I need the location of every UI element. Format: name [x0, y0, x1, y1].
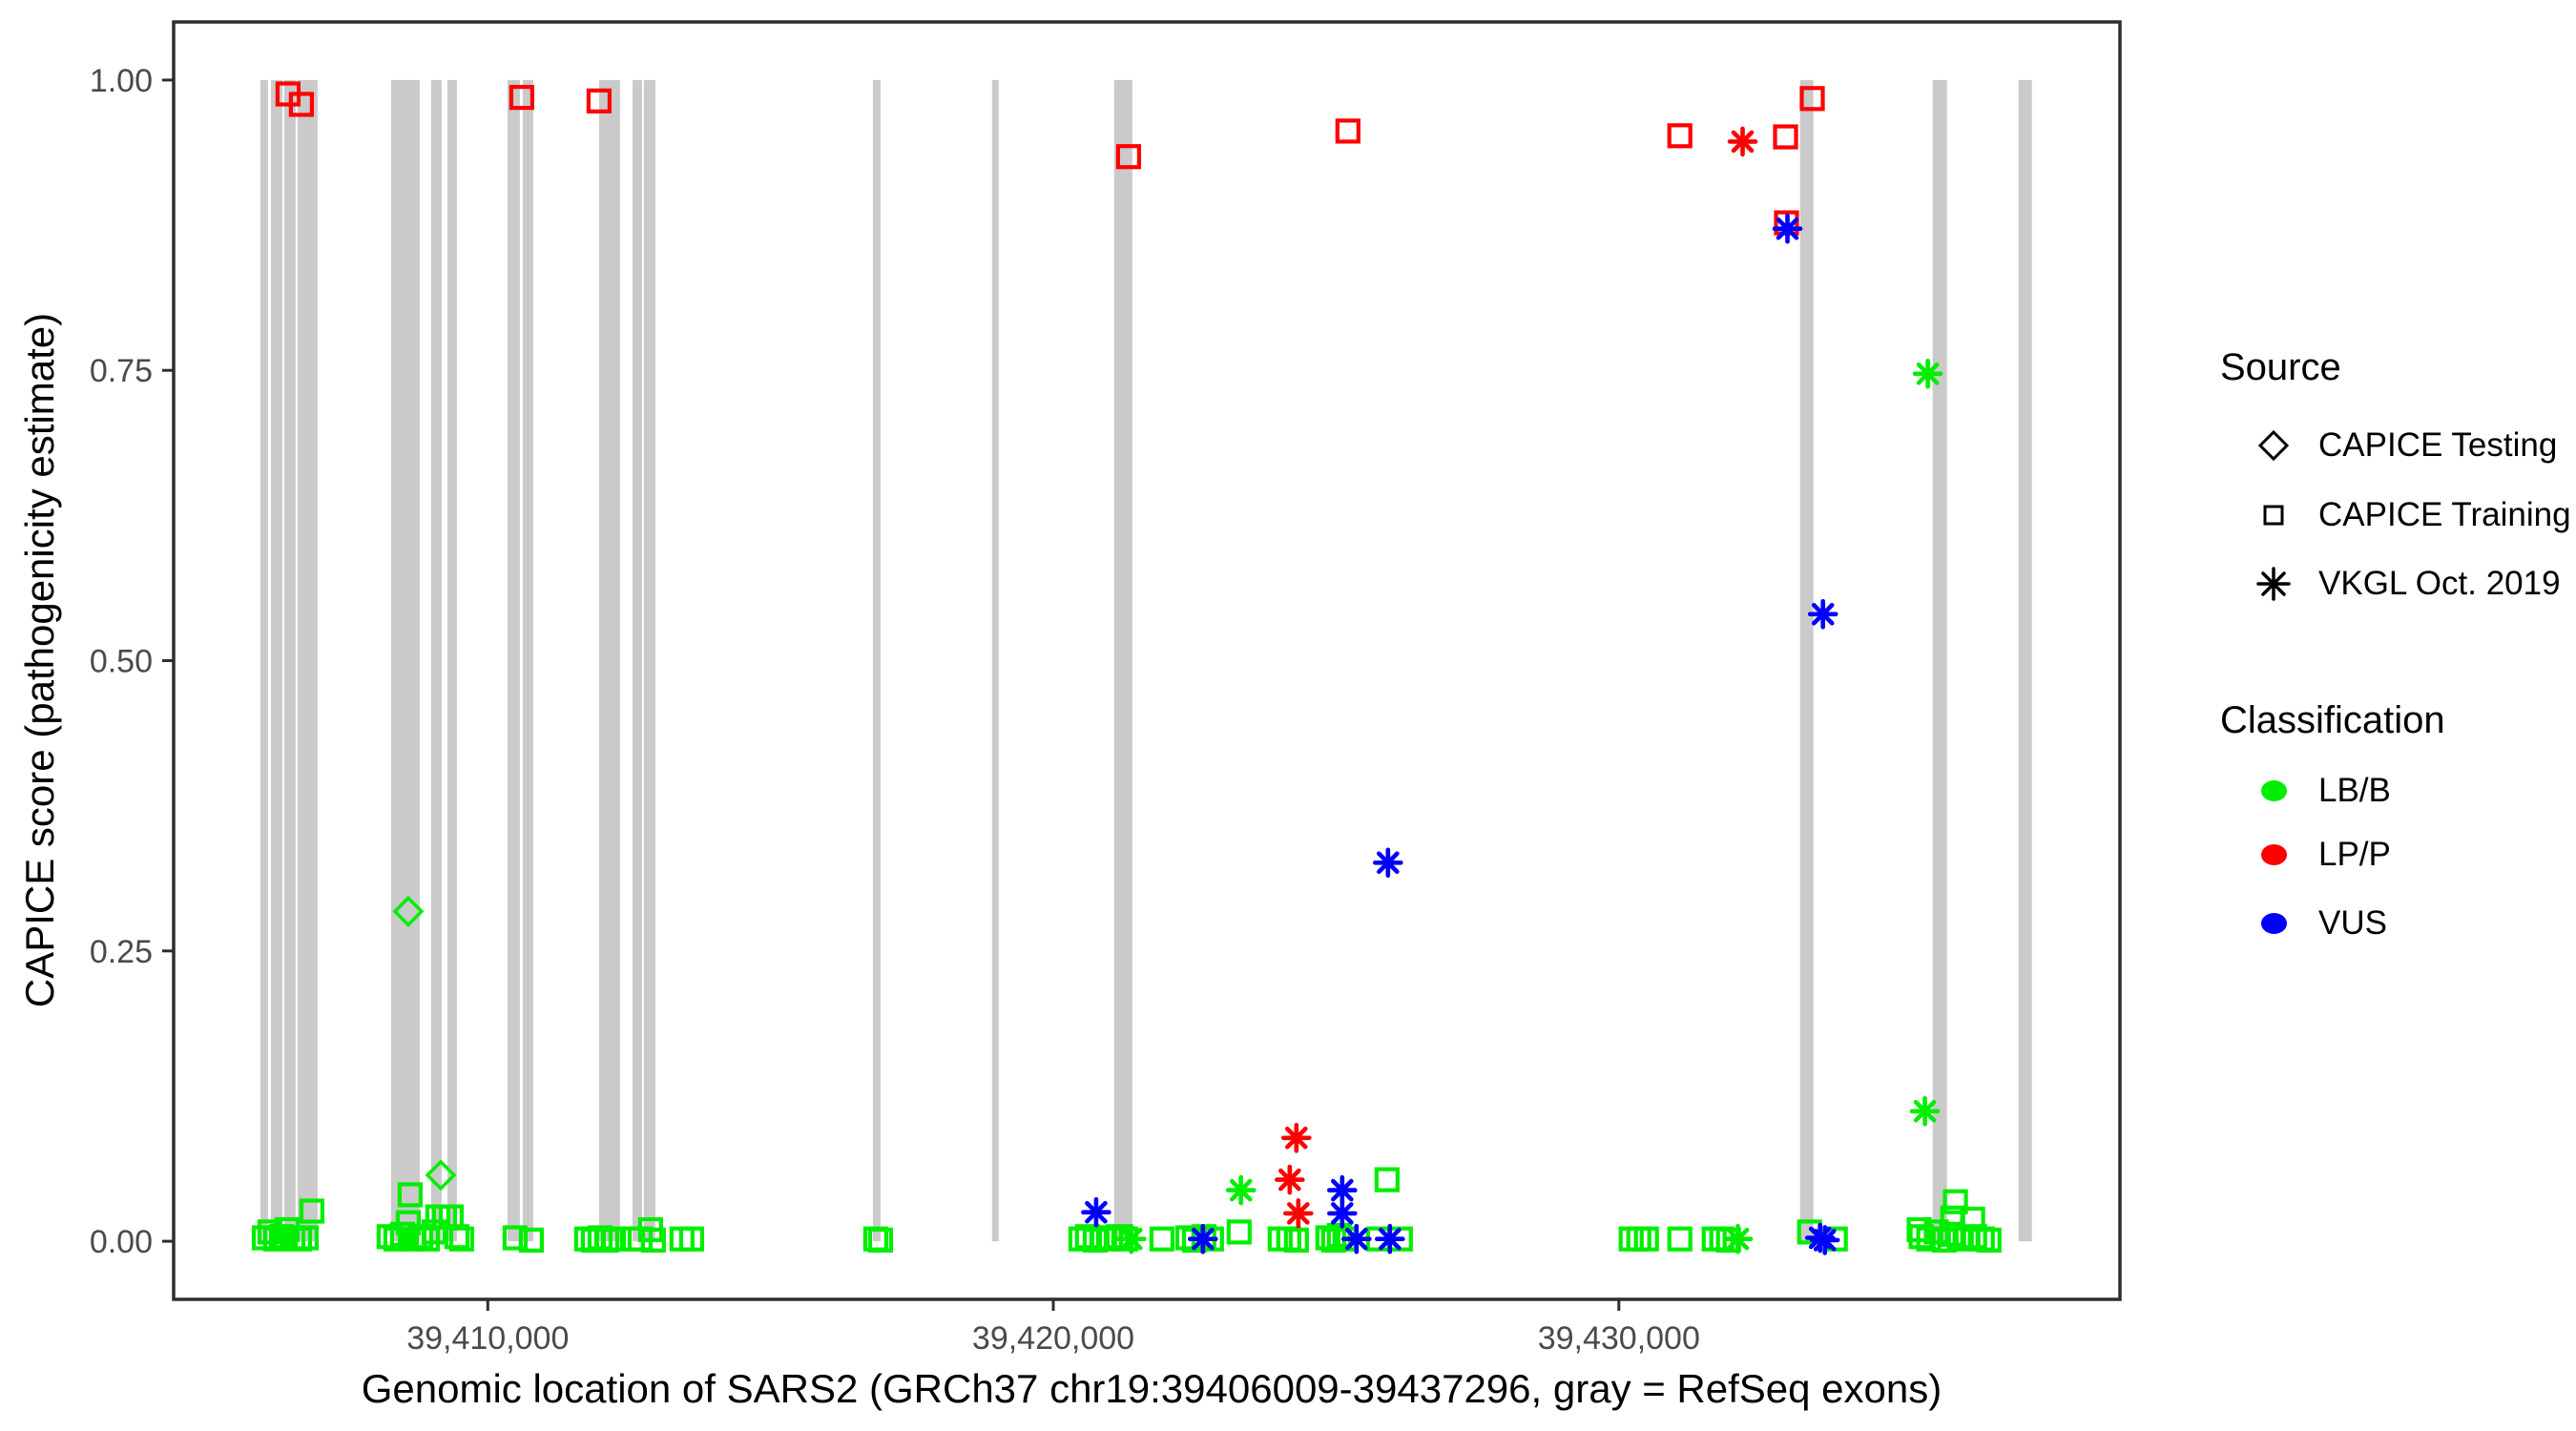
data-point-square [1326, 1222, 1352, 1249]
data-point-asterisk [1909, 1096, 1941, 1127]
data-point-square [288, 92, 314, 117]
x-tick-label: 39,430,000 [1538, 1320, 1700, 1357]
exon-bar [430, 79, 442, 1242]
data-point-square [407, 1224, 433, 1250]
exon-bar [507, 79, 520, 1242]
exon-bar [632, 79, 642, 1242]
data-point-asterisk [1081, 1196, 1111, 1228]
data-point-asterisk [1116, 1223, 1147, 1255]
data-point-square [1667, 1226, 1693, 1252]
data-point-square [587, 1225, 613, 1251]
data-point-diamond [425, 1159, 457, 1192]
data-point-square [1618, 1226, 1644, 1252]
data-point-asterisk [1225, 1174, 1257, 1206]
exon-bar [1113, 79, 1132, 1242]
data-point-square [1633, 1226, 1659, 1252]
data-point-asterisk [1188, 1223, 1218, 1255]
data-point-square [640, 1227, 666, 1254]
y-axis-title: CAPICE score (pathogenicity estimate) [17, 312, 62, 1008]
exon-bar [522, 79, 533, 1242]
exon-bar [271, 79, 282, 1242]
x-tick-label: 39,420,000 [972, 1320, 1134, 1357]
data-point-square [678, 1226, 705, 1252]
data-point-square [299, 1198, 324, 1224]
data-point-square [448, 1226, 474, 1252]
data-point-square [509, 84, 535, 111]
data-point-square [502, 1225, 529, 1251]
data-point-asterisk [1327, 1198, 1358, 1229]
exon-bar [390, 79, 420, 1242]
data-point-asterisk [1722, 1223, 1754, 1255]
data-point-square [1942, 1189, 1968, 1214]
data-point-square [1226, 1219, 1252, 1245]
data-point-square [1962, 1224, 1987, 1250]
exon-bar [447, 79, 457, 1242]
data-point-square [518, 1227, 545, 1254]
exon-bar [2018, 79, 2032, 1242]
y-tick-label: 0.00 [90, 1224, 153, 1260]
data-point-square [1283, 1227, 1309, 1254]
x-axis-title: Genomic location of SARS2 (GRCh37 chr19:… [361, 1366, 1942, 1411]
panel-border [172, 20, 2122, 1301]
exon-bar [283, 79, 296, 1242]
y-tick-label: 0.25 [90, 934, 153, 970]
data-point-square [586, 88, 613, 114]
data-point-square [376, 1224, 402, 1250]
exon-bar [598, 79, 620, 1242]
exon-bar [1932, 79, 1947, 1242]
data-point-asterisk [1341, 1223, 1372, 1255]
exon-bar [872, 79, 881, 1242]
x-tick-label: 39,410,000 [406, 1320, 569, 1357]
data-point-square [1667, 123, 1693, 149]
data-point-asterisk [1375, 1223, 1405, 1255]
y-tick-label: 0.75 [90, 353, 153, 389]
data-point-square [293, 1225, 319, 1251]
data-point-square [1976, 1227, 2002, 1254]
exon-bar [643, 79, 655, 1242]
data-point-square [1626, 1226, 1652, 1252]
data-point-square [1115, 144, 1142, 170]
data-point-asterisk [1809, 1225, 1840, 1255]
data-point-square [1799, 86, 1825, 112]
data-point-square [1149, 1226, 1175, 1252]
exon-bar [297, 79, 318, 1242]
data-point-asterisk [1275, 1164, 1305, 1195]
data-point-asterisk [1727, 126, 1758, 157]
exon-bar [260, 79, 268, 1242]
y-tick-label: 1.00 [90, 63, 153, 99]
data-point-asterisk [1281, 1123, 1312, 1153]
data-point-square [867, 1227, 894, 1254]
data-point-square [444, 1224, 469, 1250]
y-tick-label: 0.50 [90, 644, 153, 680]
data-point-asterisk [1283, 1198, 1314, 1229]
data-point-asterisk [1373, 847, 1403, 879]
exon-bar [1799, 79, 1814, 1242]
data-point-square [1773, 124, 1798, 150]
data-point-square [1335, 118, 1361, 144]
data-point-square [397, 1182, 423, 1208]
data-point-asterisk [1912, 358, 1943, 389]
exon-bar [991, 79, 999, 1242]
data-point-asterisk [1807, 598, 1839, 630]
data-point-square [1374, 1167, 1400, 1192]
data-point-diamond [392, 895, 425, 927]
data-point-asterisk [1772, 213, 1803, 244]
